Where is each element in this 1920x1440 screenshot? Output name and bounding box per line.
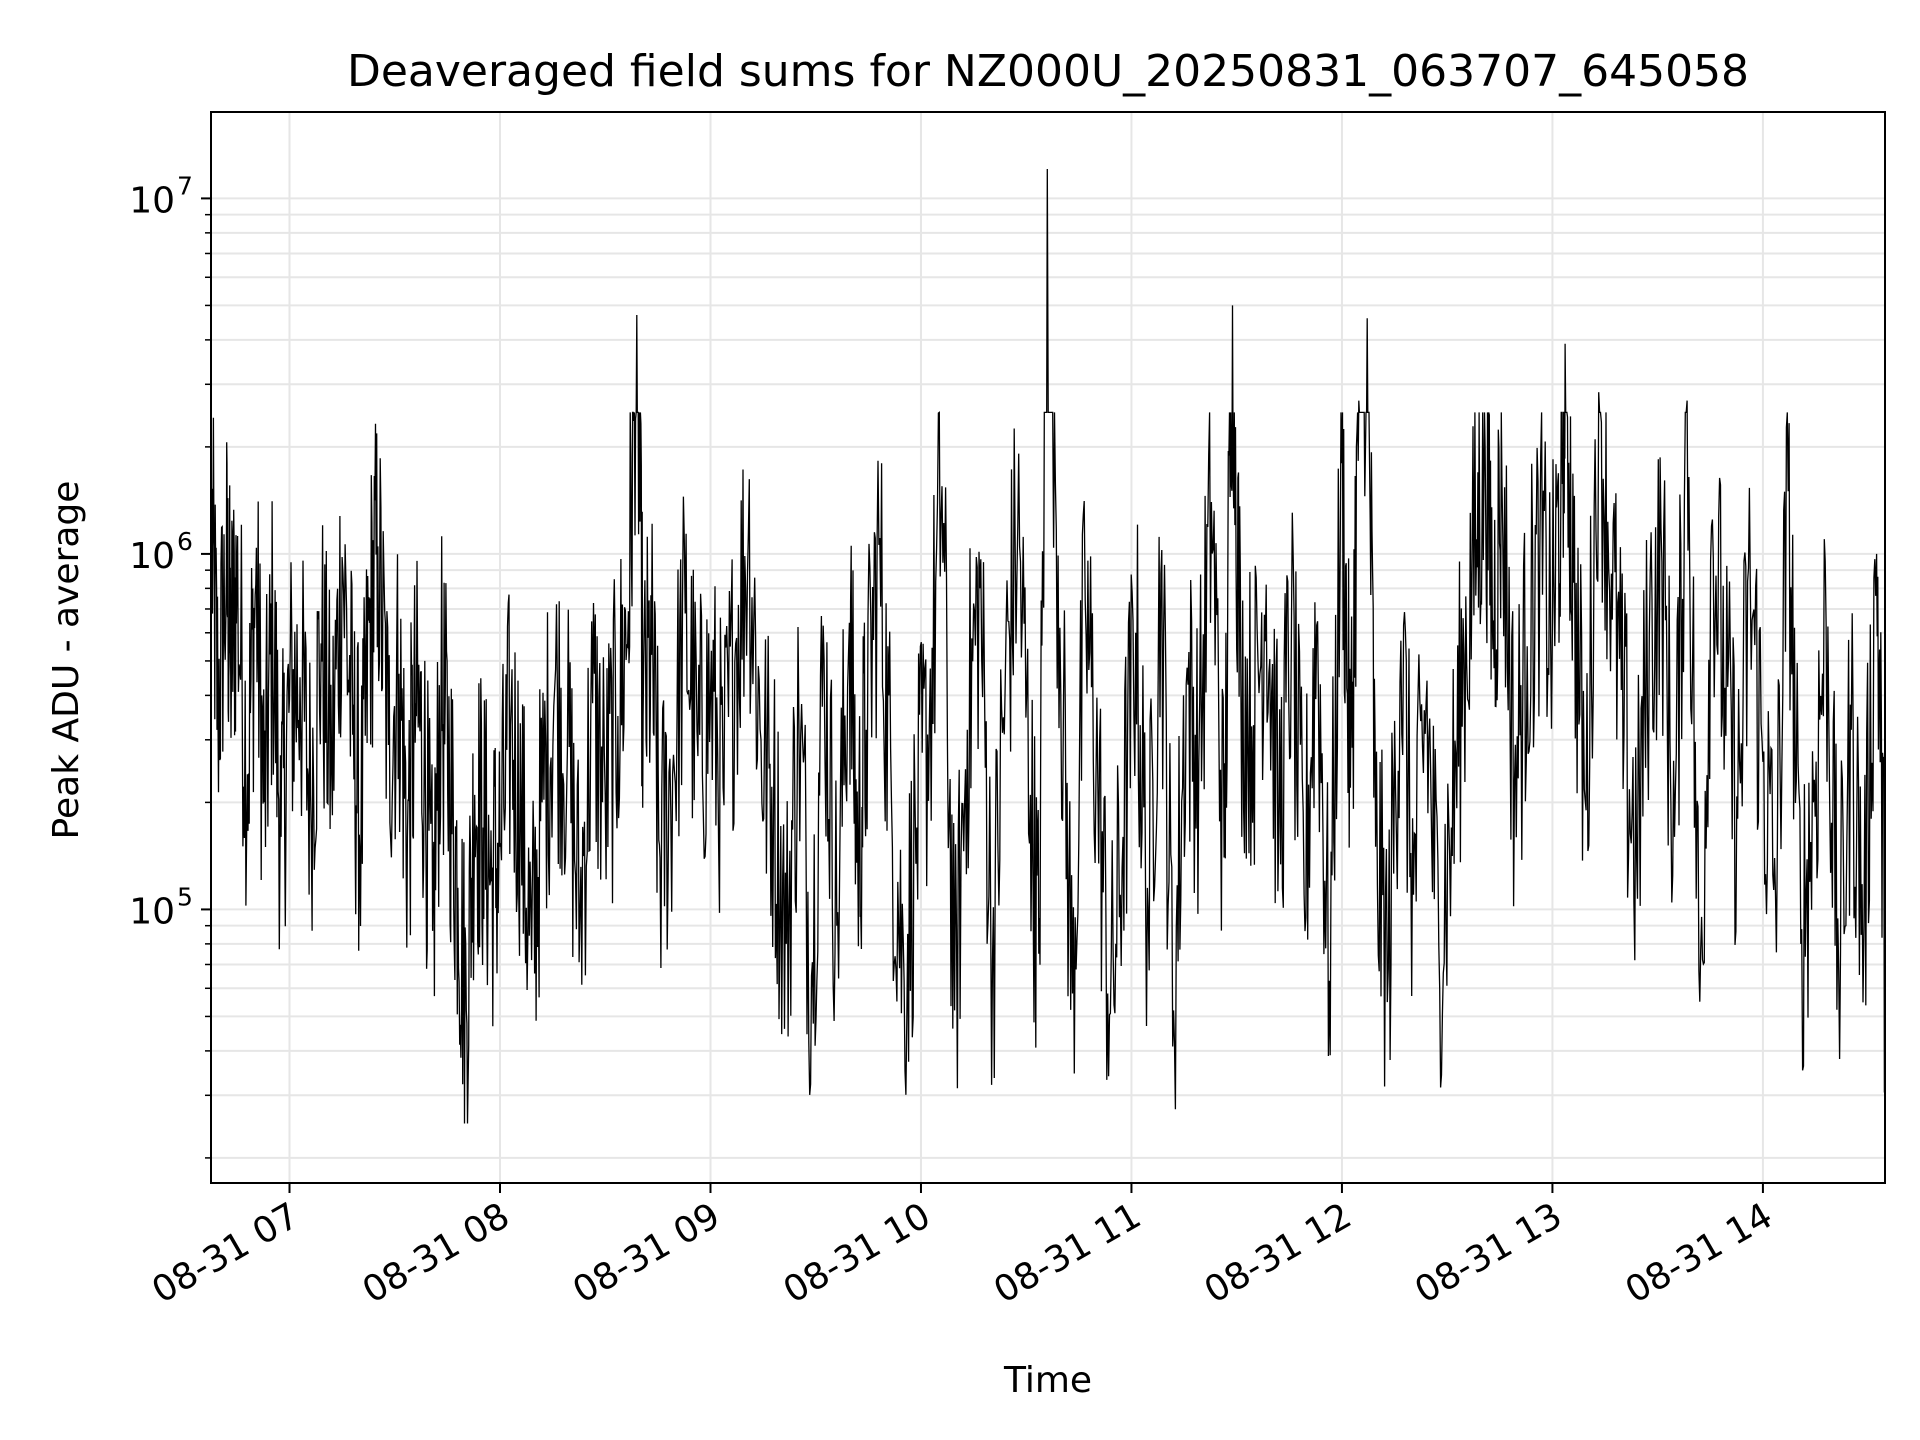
plot-frame xyxy=(210,111,1886,1184)
y-tick-label: 10 xyxy=(129,891,175,932)
y-axis-label: Peak ADU - average xyxy=(46,481,87,840)
y-tick-label: 10 xyxy=(129,536,175,577)
series-line xyxy=(210,168,1886,1124)
y-tick-exponent: 6 xyxy=(177,527,193,556)
chart-title: Deaveraged field sums for NZ000U_2025083… xyxy=(347,46,1749,97)
y-tick-label: 10 xyxy=(129,180,175,221)
x-axis-label: Time xyxy=(1003,1360,1092,1401)
y-tick-exponent: 7 xyxy=(177,171,193,200)
y-tick-exponent: 5 xyxy=(177,882,193,911)
